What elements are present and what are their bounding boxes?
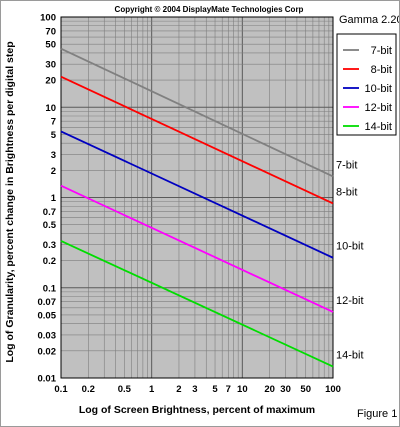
figure-label: Figure 1: [357, 408, 397, 420]
x-tick-label: 50: [300, 384, 311, 395]
x-axis-label: Log of Screen Brightness, percent of max…: [79, 404, 315, 416]
plot-area: [60, 16, 334, 379]
y-tick-label: 2: [51, 166, 56, 177]
y-tick-label: 30: [45, 60, 56, 71]
x-tick-label: 20: [264, 384, 275, 395]
x-tick-label: 2: [176, 384, 181, 395]
copyright-text: Copyright © 2004 DisplayMate Technologie…: [115, 5, 304, 14]
y-tick-label: 10: [45, 103, 56, 114]
y-tick-label: 3: [51, 150, 56, 161]
y-tick-label: 0.01: [38, 374, 57, 385]
series-end-label: 14-bit: [336, 350, 364, 362]
x-tick-label: 7: [226, 384, 231, 395]
legend-entry: 12-bit: [364, 102, 392, 114]
legend-entry: 14-bit: [364, 121, 392, 133]
y-tick-label: 5: [51, 130, 57, 141]
x-tick-label: 3: [192, 384, 197, 395]
y-tick-label: 1: [51, 193, 57, 204]
x-tick-label: 1: [149, 384, 155, 395]
y-tick-label: 0.3: [43, 240, 56, 251]
y-axis-label: Log of Granularity, percent change in Br…: [4, 41, 16, 362]
y-tick-label: 20: [45, 76, 56, 87]
y-tick-label: 0.05: [38, 310, 57, 321]
series-line-8-bit: [60, 75, 334, 205]
x-tick-label: 0.5: [118, 384, 132, 395]
y-tick-label: 0.02: [38, 346, 57, 357]
x-tick-label: 10: [237, 384, 248, 395]
x-tick-label: 0.1: [54, 384, 68, 395]
legend-entry: 10-bit: [364, 83, 392, 95]
series-end-label: 12-bit: [336, 295, 364, 307]
y-tick-label: 0.1: [43, 283, 57, 294]
y-tick-label: 0.03: [38, 330, 57, 341]
series-line-14-bit: [60, 240, 334, 368]
x-tick-label: 0.2: [82, 384, 95, 395]
x-tick-label: 5: [212, 384, 218, 395]
y-tick-label: 7: [51, 117, 56, 128]
series-line-7-bit: [60, 47, 334, 178]
y-tick-label: 70: [45, 26, 56, 37]
y-tick-label: 0.07: [38, 297, 57, 308]
y-tick-label: 0.7: [43, 207, 56, 218]
series-end-label: 8-bit: [336, 186, 357, 198]
legend-entry: 7-bit: [371, 45, 392, 57]
series-line-12-bit: [60, 184, 334, 313]
y-tick-label: 0.5: [43, 220, 57, 231]
plot-border: [60, 16, 334, 379]
legend: 7-bit 8-bit 10-bit 12-bit 14-bit: [336, 33, 397, 136]
series-line-10-bit: [60, 130, 334, 259]
series-group: [60, 47, 334, 368]
series-end-label: 10-bit: [336, 241, 364, 253]
x-tick-label: 100: [325, 384, 341, 395]
legend-entry: 8-bit: [371, 64, 392, 76]
y-tick-label: 50: [45, 40, 56, 51]
gamma-label: Gamma 2.20: [339, 14, 399, 26]
series-end-label: 7-bit: [336, 159, 357, 171]
series-end-labels: 7-bit 8-bit 10-bit 12-bit 14-bit: [336, 159, 364, 361]
x-tick-label: 30: [280, 384, 291, 395]
y-tick-label: 0.2: [43, 256, 56, 267]
tick-labels: 0.1 0.2 0.5 1 2 3 5 7 10 20 30 50 1000.010.020.030.0…: [38, 13, 341, 396]
y-tick-label: 100: [40, 13, 56, 24]
